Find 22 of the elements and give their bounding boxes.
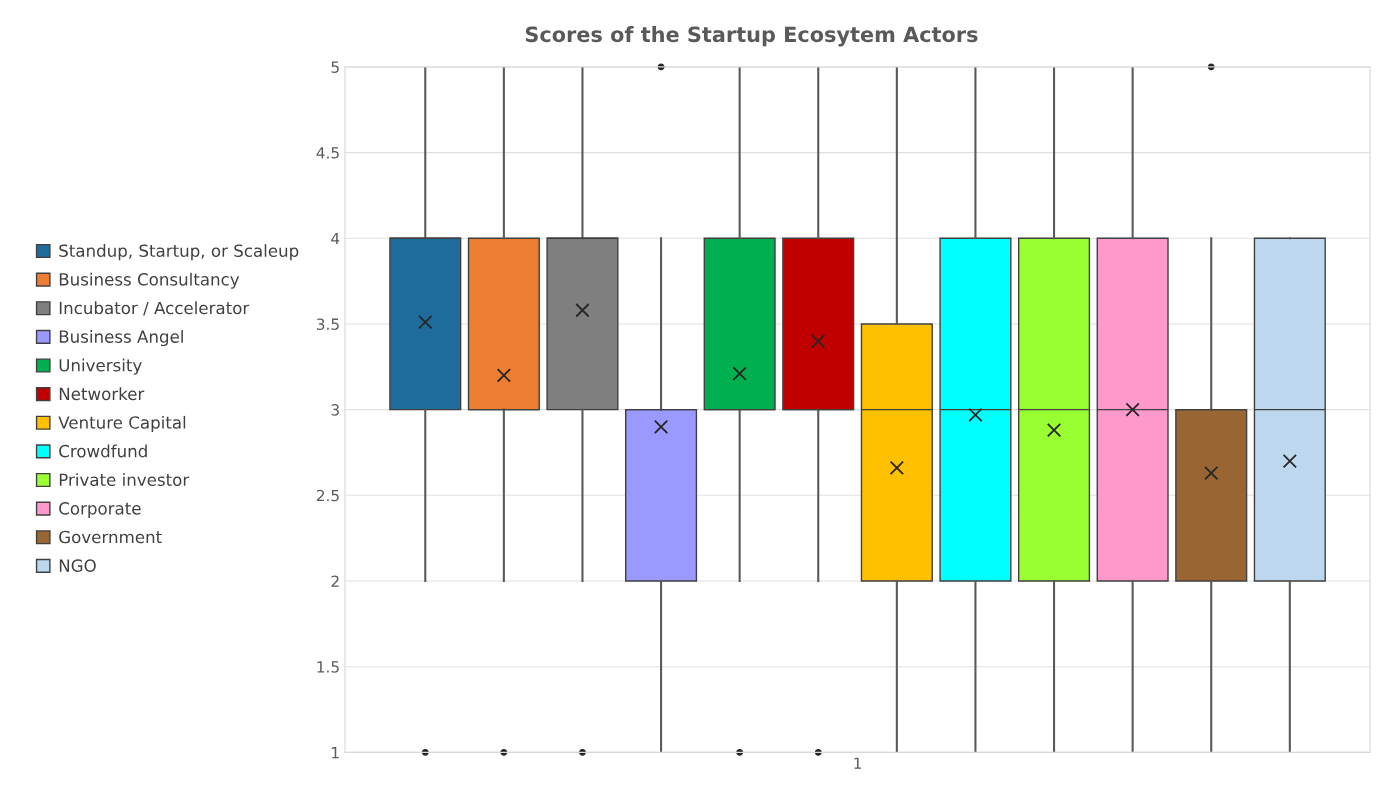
y-tick-label: 1.5	[317, 661, 339, 673]
y-tick-label: 3.5	[316, 318, 339, 330]
legend-label: University	[59, 358, 142, 375]
legend-label: Standup, Startup, or Scaleup	[59, 244, 299, 261]
y-tick-label: 3	[331, 404, 339, 416]
y-tick-label: 4	[331, 232, 340, 245]
legend-label: Venture Capital	[58, 415, 186, 433]
y-tick-label: 4.5	[316, 147, 339, 159]
y-tick-label: 2	[331, 575, 339, 587]
legend-label: Business Consultancy	[59, 272, 240, 289]
legend-label: Government	[59, 530, 162, 544]
y-tick-label: 5	[331, 61, 339, 73]
legend-label: Networker	[59, 387, 145, 401]
legend-label: Business Angel	[59, 329, 183, 347]
chart-title: Scores of the Startup Ecosytem Actors	[525, 26, 978, 47]
y-tick-label: 2.5	[316, 489, 339, 502]
y-tick-label: 1	[332, 747, 339, 759]
legend-label: Crowdfund	[59, 444, 147, 458]
legend-label: NGO	[59, 559, 96, 572]
legend-label: Incubator / Accelerator	[59, 301, 250, 316]
legend-label: Private investor	[59, 473, 190, 487]
legend-label: Corporate	[59, 502, 141, 518]
